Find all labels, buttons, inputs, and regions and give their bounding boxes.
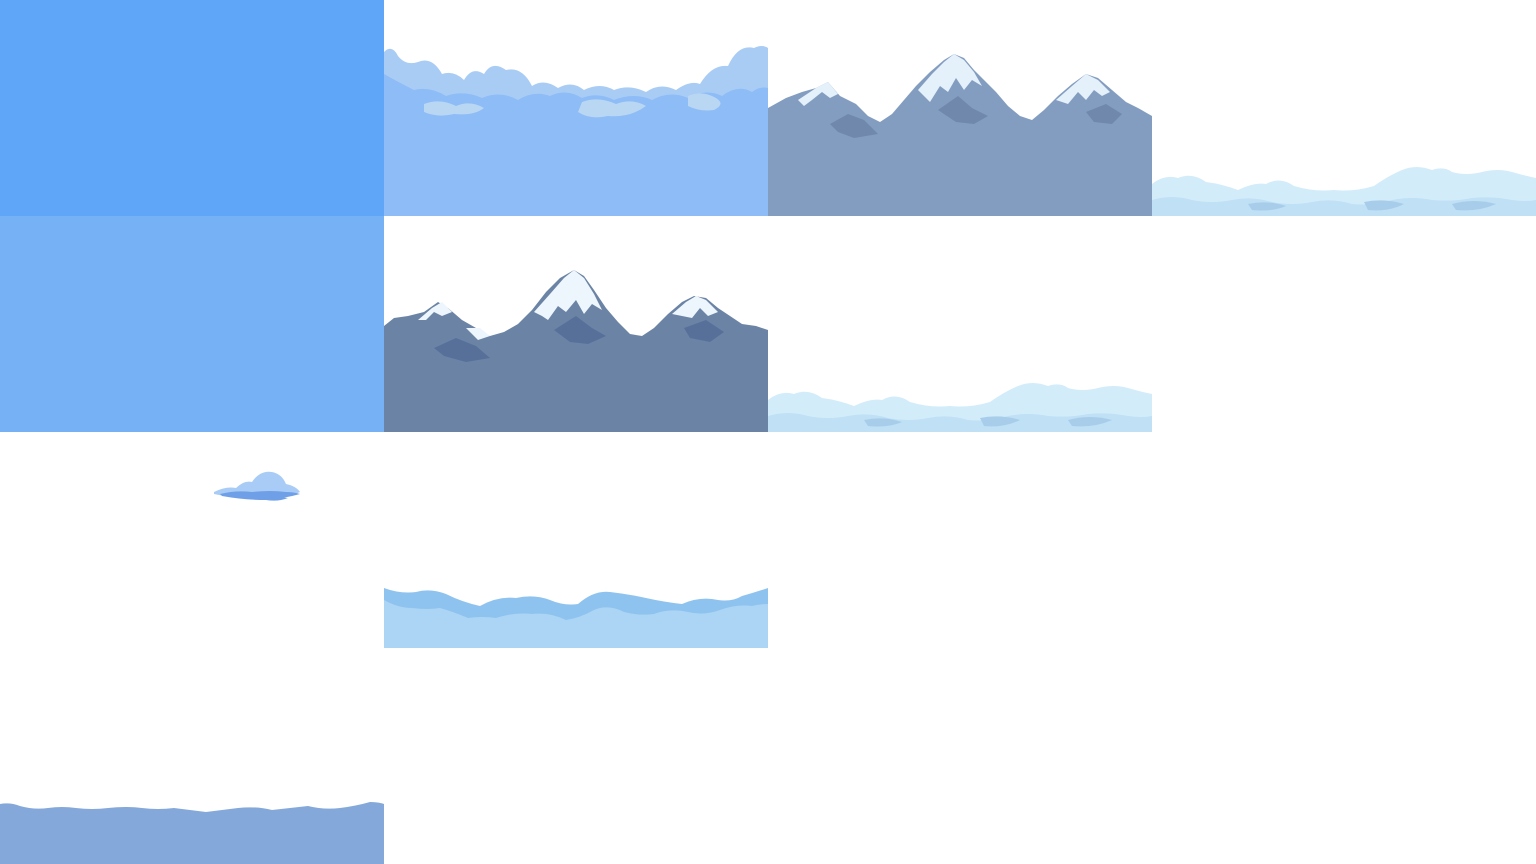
mist-band-b	[768, 383, 1152, 432]
cloud-band-tile-b	[384, 432, 768, 648]
sky-tile-a	[0, 0, 384, 216]
mist-tile-b	[768, 216, 1152, 432]
small-cloud	[214, 471, 300, 501]
empty-tile	[1152, 432, 1536, 648]
cloud-band-a	[384, 46, 768, 216]
mountain-range-a	[768, 54, 1152, 216]
hill-band-tile	[0, 648, 384, 864]
mountain-tile-a	[768, 0, 1152, 216]
empty-tile	[768, 648, 1152, 864]
empty-tile	[1152, 648, 1536, 864]
hill-band	[0, 802, 384, 864]
empty-tile	[1152, 216, 1536, 432]
mist-tile-a	[1152, 0, 1536, 216]
cloud-band-tile-a	[384, 0, 768, 216]
empty-tile	[384, 648, 768, 864]
sky-fill-a	[0, 0, 384, 216]
cloud-band-b	[384, 588, 768, 648]
mist-band-a	[1152, 167, 1536, 216]
small-cloud-tile	[0, 432, 384, 648]
sky-fill-b	[0, 216, 384, 432]
empty-tile	[768, 432, 1152, 648]
mountain-range-b	[384, 270, 768, 432]
mountain-tile-b	[384, 216, 768, 432]
sky-tile-b	[0, 216, 384, 432]
